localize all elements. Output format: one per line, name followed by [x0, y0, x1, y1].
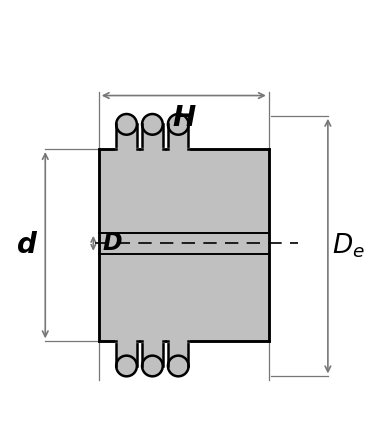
- Polygon shape: [116, 341, 137, 366]
- Circle shape: [116, 114, 137, 135]
- Circle shape: [168, 114, 189, 135]
- Polygon shape: [168, 341, 188, 366]
- Polygon shape: [142, 124, 163, 149]
- Polygon shape: [116, 124, 137, 149]
- Polygon shape: [168, 124, 188, 149]
- Polygon shape: [99, 149, 269, 341]
- Polygon shape: [142, 341, 163, 366]
- Text: d: d: [17, 231, 37, 259]
- Circle shape: [116, 355, 137, 376]
- Text: D: D: [102, 231, 122, 255]
- Circle shape: [142, 355, 163, 376]
- Circle shape: [142, 114, 163, 135]
- Text: H: H: [172, 104, 195, 132]
- Circle shape: [168, 355, 189, 376]
- Text: $\mathbf{\mathit{D_e}}$: $\mathbf{\mathit{D_e}}$: [332, 232, 364, 260]
